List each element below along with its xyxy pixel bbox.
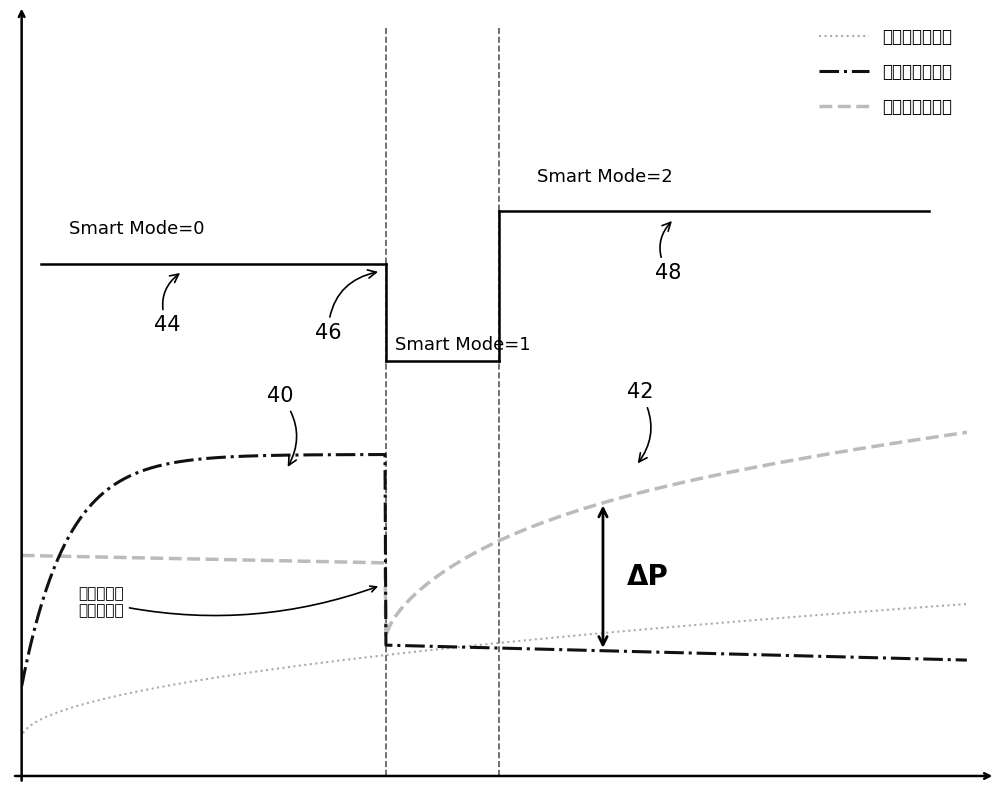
Text: 主被压差大
于第一阈值: 主被压差大 于第一阈值 (78, 586, 376, 618)
Text: Smart Mode=1: Smart Mode=1 (395, 336, 531, 353)
Text: 48: 48 (655, 222, 681, 283)
被动缸目标压力 (754, 462, 766, 471)
Text: Smart Mode=2: Smart Mode=2 (537, 167, 673, 185)
被动缸目标压力 (433, 570, 445, 579)
被动缸目标压力 (380, 632, 392, 642)
主动缸目标压力 (16, 734, 28, 743)
被动缸目标压力 (399, 600, 411, 610)
Text: 44: 44 (154, 274, 180, 335)
主油路目标压力 (399, 641, 411, 650)
被动缸目标压力 (16, 551, 28, 560)
主油路目标压力 (112, 478, 124, 487)
Text: 46: 46 (315, 270, 376, 342)
Line: 主油路目标压力: 主油路目标压力 (22, 455, 967, 686)
被动缸目标压力 (666, 480, 678, 490)
Line: 被动缸目标压力: 被动缸目标压力 (22, 432, 967, 637)
Text: Smart Mode=0: Smart Mode=0 (69, 220, 204, 238)
主动缸目标压力 (753, 615, 765, 625)
主动缸目标压力 (112, 691, 124, 700)
主油路目标压力 (433, 642, 445, 651)
主油路目标压力 (16, 681, 28, 691)
被动缸目标压力 (112, 552, 124, 562)
主动缸目标压力 (432, 645, 444, 654)
被动缸目标压力 (961, 427, 973, 437)
Legend: 主动缸目标压力, 主油路目标压力, 被动缸目标压力: 主动缸目标压力, 主油路目标压力, 被动缸目标压力 (812, 21, 959, 123)
主油路目标压力 (754, 650, 766, 660)
被动缸目标压力 (771, 458, 783, 468)
Text: ΔP: ΔP (627, 563, 668, 591)
主油路目标压力 (666, 648, 678, 657)
主动缸目标压力 (398, 648, 410, 657)
主油路目标压力 (379, 450, 391, 459)
主动缸目标压力 (665, 622, 677, 632)
Text: 40: 40 (267, 386, 297, 466)
主油路目标压力 (961, 655, 973, 665)
主动缸目标压力 (961, 599, 973, 609)
Text: 42: 42 (627, 382, 653, 462)
主动缸目标压力 (770, 614, 782, 623)
Line: 主动缸目标压力: 主动缸目标压力 (22, 604, 967, 739)
主油路目标压力 (771, 650, 783, 660)
